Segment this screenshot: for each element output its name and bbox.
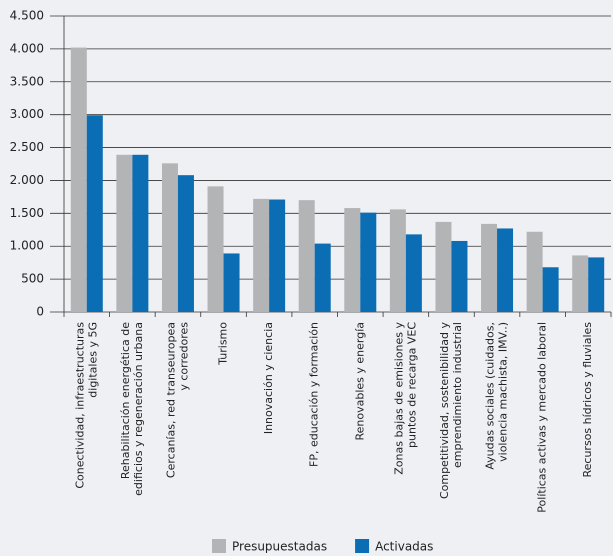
bar <box>481 223 498 312</box>
bar <box>451 240 468 312</box>
legend-label: Presupuestadas <box>232 540 327 554</box>
bar <box>542 267 559 312</box>
x-tick-label: Ayudas sociales (cuidados, <box>484 322 497 470</box>
y-tick-label: 2.000 <box>10 173 44 187</box>
x-tick-label: Conectividad, infraestructuras <box>73 322 86 489</box>
bar <box>132 154 149 312</box>
x-tick-label: edificios y regeneración urbana <box>132 322 145 496</box>
bar <box>572 255 589 312</box>
legend-swatch <box>355 539 370 553</box>
y-tick-label: 4.500 <box>10 9 44 23</box>
legend-label: Activadas <box>375 540 433 554</box>
bar <box>588 257 605 312</box>
x-tick-label: Cercanías, red transeuropea <box>164 322 177 478</box>
x-tick-label: emprendimiento industrial <box>451 322 464 468</box>
y-tick-label: 1.000 <box>10 239 44 253</box>
x-tick-label: violencia machista, IMV..) <box>497 322 510 462</box>
y-tick-label: 3.500 <box>10 74 44 88</box>
bar <box>526 231 543 312</box>
bar <box>389 209 406 312</box>
bar <box>497 228 514 312</box>
y-tick-label: 2.500 <box>10 140 44 154</box>
x-tick-label: Renovables y energía <box>353 322 366 441</box>
bar <box>269 199 286 312</box>
x-tick-label: puntos de recarga VEC <box>405 322 418 448</box>
bar <box>116 154 133 312</box>
x-tick-label: FP, educación y formación <box>308 322 321 467</box>
y-tick-label: 0 <box>36 305 44 319</box>
x-tick-label: Competitividad, sostenibilidad y <box>438 322 451 500</box>
x-tick-label: digitales y 5G <box>86 322 99 398</box>
x-tick-label: y corredores <box>177 322 190 391</box>
x-tick-label: Turismo <box>217 322 230 366</box>
y-tick-label: 4.000 <box>10 41 44 55</box>
bar <box>177 175 194 312</box>
bar <box>86 115 103 312</box>
legend-swatch <box>212 539 226 553</box>
bar <box>207 186 224 312</box>
x-tick-label: Innovación y ciencia <box>262 322 275 434</box>
x-tick-label: Zonas bajas de emisiones y <box>392 322 405 475</box>
bar <box>223 253 240 312</box>
bar <box>253 198 270 312</box>
x-tick-label: Recursos hídricos y fluviales <box>581 322 594 478</box>
y-tick-label: 500 <box>21 272 44 286</box>
bar <box>314 243 331 312</box>
bar <box>435 221 452 312</box>
x-tick-label: Políticas activas y mercado laboral <box>536 322 549 513</box>
bar <box>405 234 422 312</box>
bar <box>360 212 377 312</box>
y-tick-label: 3.000 <box>10 107 44 121</box>
bar <box>161 163 178 312</box>
y-tick-label: 1.500 <box>10 206 44 220</box>
bar <box>298 200 315 312</box>
bar <box>344 208 361 312</box>
x-tick-label: Rehabilitación energética de <box>119 322 132 479</box>
bar <box>70 47 87 312</box>
